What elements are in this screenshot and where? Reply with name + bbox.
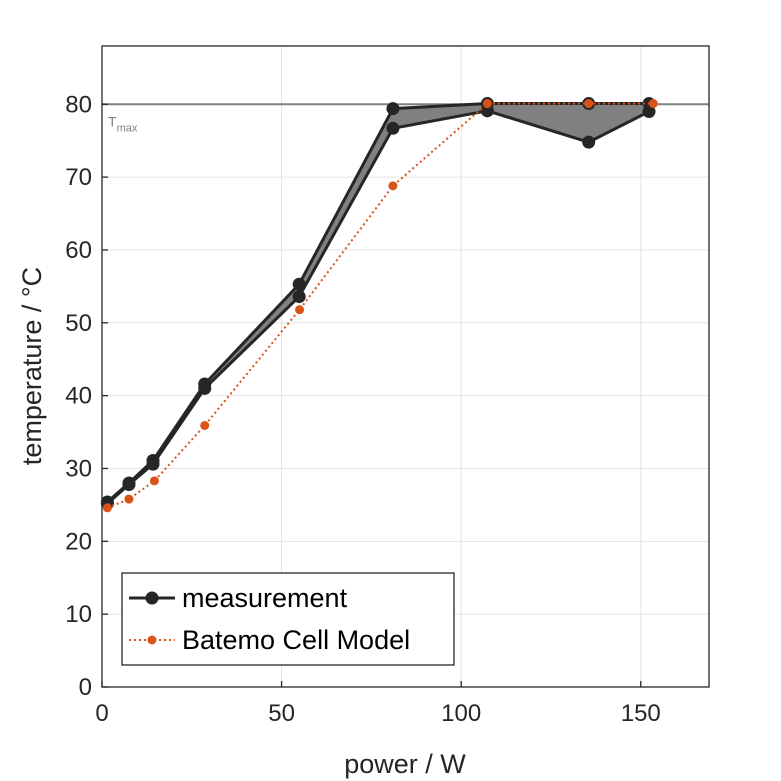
measurement-point xyxy=(386,121,400,135)
measurement-point xyxy=(292,290,306,304)
tmax-label-subscript: max xyxy=(117,122,138,134)
measurement-point xyxy=(122,478,136,492)
plot-area-border xyxy=(101,45,710,688)
tmax-label: Tmax xyxy=(108,113,138,134)
model-point xyxy=(584,99,594,109)
model-point xyxy=(200,421,210,431)
legend-model-label: Batemo Cell Model xyxy=(182,625,410,655)
legend-measurement-label: measurement xyxy=(182,583,348,613)
model-point xyxy=(149,476,159,486)
model-point xyxy=(482,99,492,109)
y-tick-label: 70 xyxy=(65,164,92,191)
model-line xyxy=(107,102,654,509)
x-axis-title: power / W xyxy=(344,749,466,779)
y-tick-label: 0 xyxy=(79,674,92,701)
model-point xyxy=(295,305,305,315)
measurement-point xyxy=(386,102,400,116)
y-tick-label: 60 xyxy=(65,237,92,264)
x-tick-label: 50 xyxy=(268,700,295,727)
y-tick-label: 40 xyxy=(65,383,92,410)
legend-model-marker xyxy=(147,635,157,645)
x-tick-label: 150 xyxy=(621,700,661,727)
measurement-point xyxy=(292,277,306,291)
legend-measurement-marker xyxy=(145,591,159,605)
x-tick-label: 100 xyxy=(441,700,481,727)
measurement-point xyxy=(582,135,596,149)
model-point xyxy=(102,503,112,513)
x-tick-label: 0 xyxy=(95,700,108,727)
legend-box xyxy=(121,572,455,666)
legend: measurement Batemo Cell Model xyxy=(121,572,455,666)
y-axis-title: temperature / °C xyxy=(17,267,47,465)
y-tick-label: 80 xyxy=(65,91,92,118)
measurement-point xyxy=(146,457,160,471)
y-tick-label: 10 xyxy=(65,601,92,628)
measurement-point xyxy=(642,105,656,119)
y-tick-label: 30 xyxy=(65,455,92,482)
model-point xyxy=(648,99,658,109)
measurement-point xyxy=(198,381,212,395)
y-tick-label: 50 xyxy=(65,310,92,337)
axis-ticks: 0 50 100 150 0 10 20 30 40 50 60 70 80 xyxy=(65,91,660,727)
tmax-label-main: T xyxy=(108,113,117,129)
grid xyxy=(101,46,709,688)
y-tick-label: 20 xyxy=(65,528,92,555)
series xyxy=(100,97,658,513)
measurement-point xyxy=(480,104,494,118)
model-point xyxy=(124,494,134,504)
model-point xyxy=(388,181,398,191)
